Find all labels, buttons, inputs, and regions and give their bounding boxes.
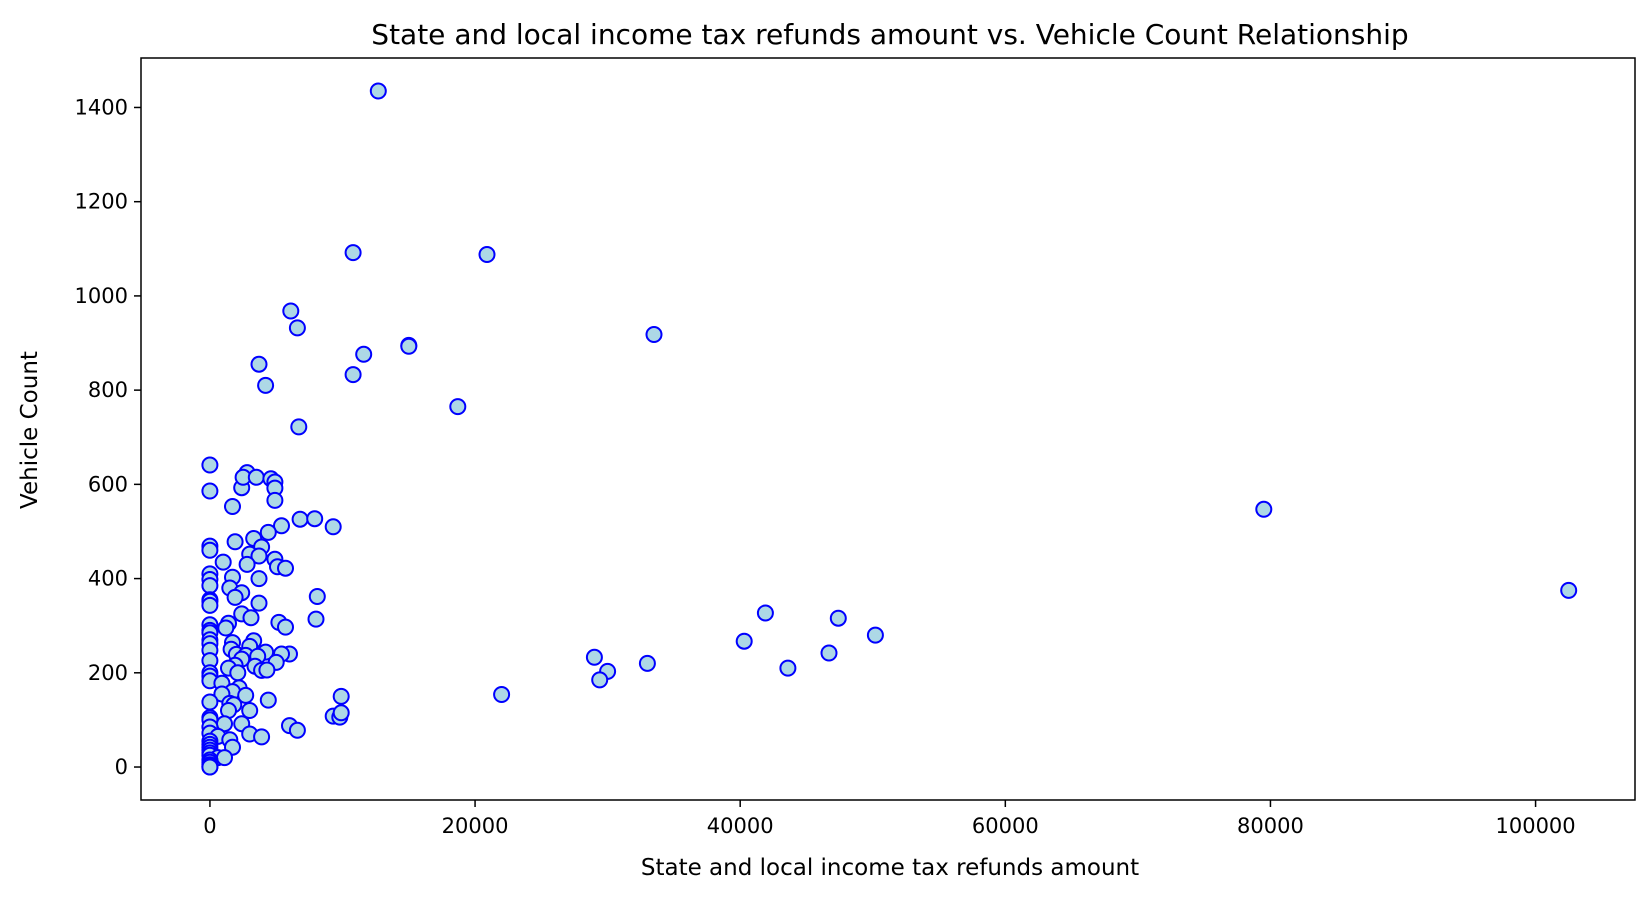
x-tick-label: 60000 [972, 814, 1039, 838]
data-point [1560, 581, 1578, 599]
data-point [282, 302, 300, 320]
data-point [266, 491, 284, 509]
data-point [250, 594, 268, 612]
data-point [242, 609, 260, 627]
data-point [229, 664, 247, 682]
x-axis: 0 20000 40000 60000 80000 100000 [203, 800, 1576, 838]
data-point [1255, 500, 1273, 518]
plot-area [140, 57, 1636, 801]
data-point [324, 518, 342, 536]
y-tick-label: 400 [88, 567, 128, 591]
y-axis: 0 200 400 600 800 1000 1200 1400 [75, 95, 141, 779]
data-point [288, 319, 306, 337]
y-tick-label: 1200 [75, 190, 128, 214]
data-point [201, 577, 219, 595]
data-point [344, 366, 362, 384]
data-point [307, 610, 325, 628]
data-point [288, 721, 306, 739]
data-point [277, 559, 294, 577]
data-point [829, 609, 847, 627]
data-point [735, 632, 753, 650]
x-tick-label: 100000 [1495, 814, 1575, 838]
data-point [344, 244, 362, 262]
y-tick-label: 1000 [75, 284, 128, 308]
data-point [585, 648, 603, 666]
data-point [214, 553, 232, 571]
data-point [250, 547, 268, 565]
data-point [449, 398, 467, 416]
data-point [332, 687, 350, 705]
data-point [238, 555, 256, 573]
data-point [290, 418, 308, 436]
x-tick-label: 0 [203, 814, 216, 838]
data-point [645, 326, 663, 343]
data-point [250, 570, 268, 588]
x-axis-label: State and local income tax refunds amoun… [641, 855, 1139, 881]
data-point [201, 596, 219, 614]
data-point [306, 510, 324, 528]
data-point [226, 588, 244, 606]
chart-title: State and local income tax refunds amoun… [371, 18, 1408, 51]
data-point [258, 661, 276, 679]
data-point [259, 691, 277, 709]
data-point [259, 523, 277, 541]
x-tick-label: 40000 [707, 814, 774, 838]
y-axis-label: Vehicle Count [17, 351, 43, 509]
data-point [247, 468, 265, 486]
data-point [201, 541, 219, 559]
data-point [332, 704, 350, 722]
data-point [201, 456, 219, 474]
plot-frame [140, 57, 1636, 801]
data-point [273, 517, 290, 535]
data-point [638, 654, 656, 672]
data-point [355, 345, 373, 363]
data-point [216, 749, 233, 767]
data-point [400, 337, 418, 355]
data-point [250, 355, 268, 373]
data-point [478, 246, 496, 263]
data-point [291, 510, 309, 528]
y-tick-label: 200 [88, 661, 128, 685]
data-point [779, 659, 797, 677]
data-point [820, 644, 838, 662]
x-tick-label: 80000 [1237, 814, 1304, 838]
data-point [224, 498, 241, 515]
x-tick-label: 20000 [442, 814, 509, 838]
data-point [308, 588, 326, 605]
data-point [253, 728, 271, 746]
data-point [277, 618, 294, 636]
data-point [369, 82, 387, 100]
data-point [257, 376, 275, 394]
y-tick-label: 1400 [75, 95, 128, 119]
data-point [217, 619, 235, 637]
data-point [866, 626, 884, 644]
data-point [201, 482, 219, 500]
data-point [201, 693, 219, 711]
data-point [241, 702, 259, 719]
y-tick-label: 0 [115, 755, 128, 779]
data-point [237, 686, 255, 704]
y-tick-label: 600 [88, 472, 128, 496]
data-point [493, 686, 511, 703]
data-point [201, 758, 219, 776]
data-point [756, 604, 774, 622]
data-point [591, 671, 609, 689]
data-point [226, 533, 244, 551]
y-tick-label: 800 [88, 378, 128, 402]
